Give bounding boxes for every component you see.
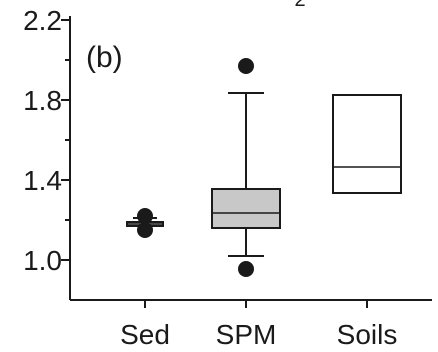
top-fragment-text: 2	[294, 0, 305, 11]
outlier-point	[137, 208, 153, 224]
y-tick-label: 1.4	[23, 165, 62, 196]
y-tick-label: 1.8	[23, 85, 62, 116]
box-sed	[126, 208, 164, 238]
x-tick-label: Sed	[120, 319, 170, 350]
y-tick-label: 2.2	[23, 5, 62, 36]
box-iqr	[332, 94, 402, 194]
x-tick-label: Soils	[337, 319, 398, 350]
box-iqr	[211, 188, 281, 229]
x-tick-label: SPM	[216, 319, 277, 350]
outlier-point	[137, 222, 153, 238]
boxes	[126, 58, 402, 277]
outlier-point	[238, 261, 254, 277]
axes: 1.0 1.4 1.8 2.2 Sed SPM Soils	[23, 5, 432, 350]
box-soils	[332, 94, 402, 194]
panel-label: (b)	[86, 41, 123, 74]
outlier-point	[238, 58, 254, 74]
box-spm	[211, 58, 281, 277]
y-tick-label: 1.0	[23, 245, 62, 276]
